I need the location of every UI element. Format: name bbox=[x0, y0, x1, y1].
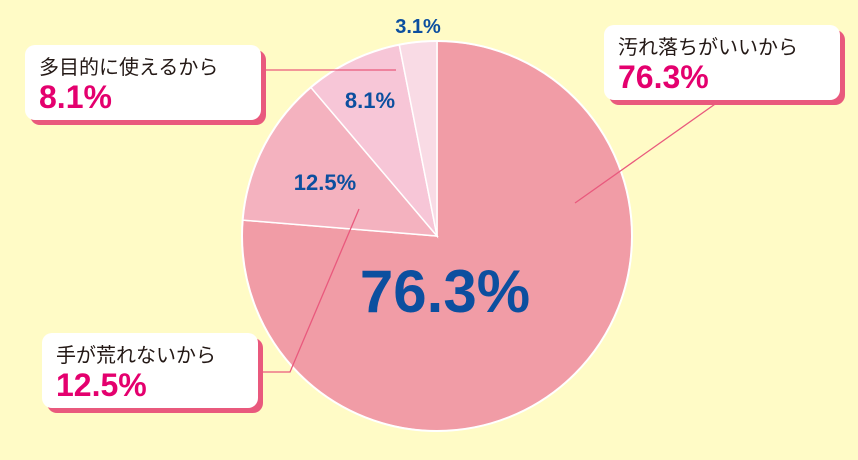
slice-data-label-0: 76.3% bbox=[360, 258, 530, 325]
callout-dirt-removal: 汚れ落ちがいいから 76.3% bbox=[604, 25, 840, 100]
callout-label: 汚れ落ちがいいから bbox=[618, 35, 798, 59]
leader-line-12 bbox=[258, 208, 360, 373]
slice-data-label-3: 3.1% bbox=[395, 16, 441, 38]
callout-multipurpose: 多目的に使えるから 8.1% bbox=[25, 45, 261, 120]
slice-data-label-2: 8.1% bbox=[345, 88, 395, 113]
callout-gentle-hands: 手が荒れないから 12.5% bbox=[42, 333, 258, 408]
leader-line-76 bbox=[574, 101, 719, 204]
callout-label: 手が荒れないから bbox=[56, 343, 216, 367]
callout-label: 多目的に使えるから bbox=[39, 55, 219, 79]
slice-data-label-1: 12.5% bbox=[294, 170, 356, 195]
callout-value: 76.3% bbox=[618, 59, 709, 95]
pie-outline bbox=[241, 40, 633, 432]
callout-value: 8.1% bbox=[39, 79, 112, 115]
callout-value: 12.5% bbox=[56, 367, 147, 403]
